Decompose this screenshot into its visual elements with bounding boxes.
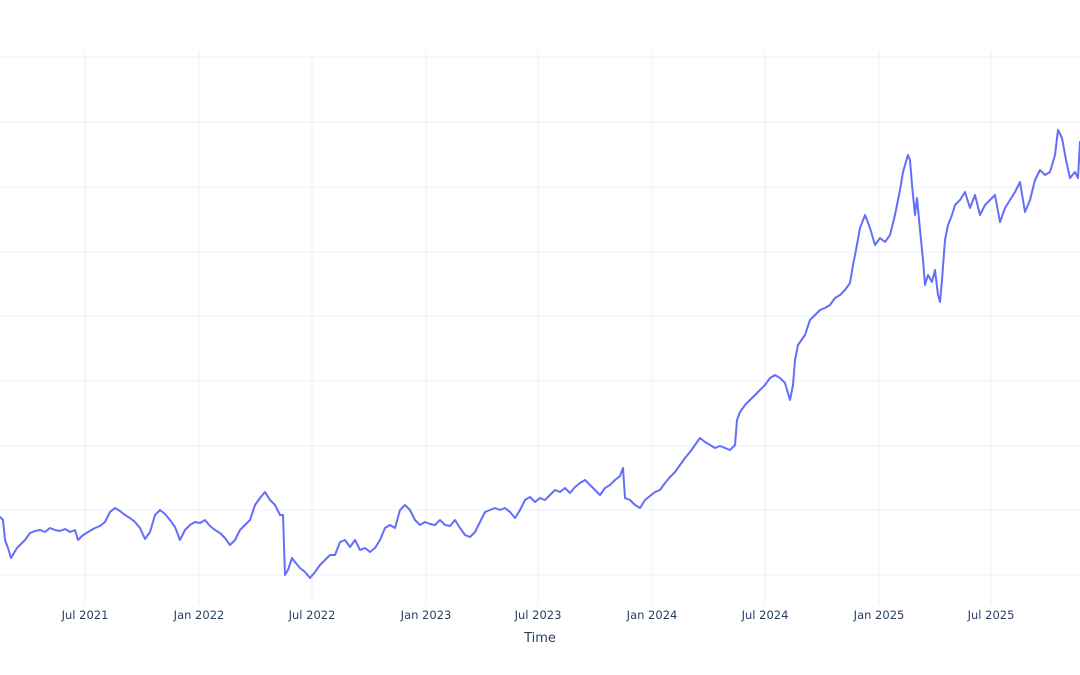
vertical-gridlines <box>84 51 992 605</box>
x-tick-label: Jul 2023 <box>514 608 562 622</box>
x-tick-label: Jul 2022 <box>288 608 336 622</box>
x-tick-label: Jan 2024 <box>626 608 678 622</box>
x-tick-label: Jul 2025 <box>967 608 1015 622</box>
x-axis-title: Time <box>523 631 556 646</box>
x-tick-label: Jan 2025 <box>853 608 905 622</box>
data-series-line <box>0 129 1080 579</box>
x-tick-label: Jan 2022 <box>173 608 225 622</box>
x-axis-tick-labels: Jul 2021 Jan 2022 Jul 2022 Jan 2023 Jul … <box>61 608 1015 622</box>
horizontal-gridlines <box>0 56 1080 576</box>
x-tick-label: Jul 2021 <box>61 608 109 622</box>
x-tick-label: Jul 2024 <box>741 608 789 622</box>
x-tick-label: Jan 2023 <box>400 608 452 622</box>
